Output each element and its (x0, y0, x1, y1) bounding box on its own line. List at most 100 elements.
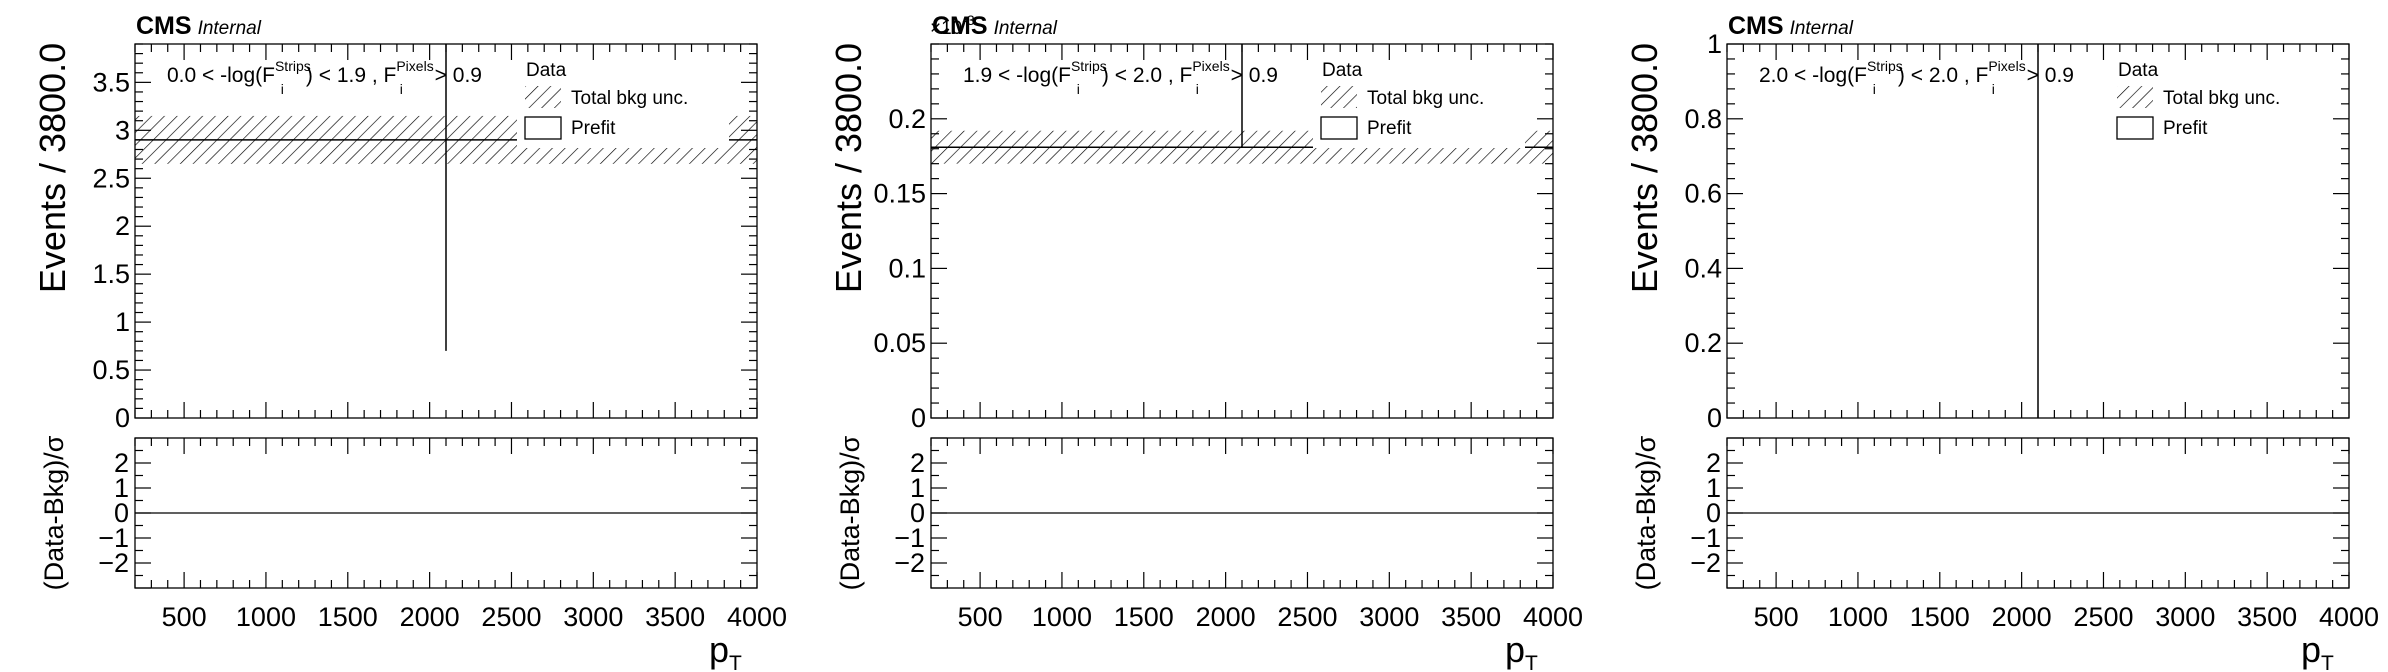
x-tick-label: 2500 (481, 602, 541, 632)
x-axis-title: pT (2301, 629, 2334, 672)
selection-label: 0.0 < -log(FStrips i) < 1.9 , FPixels i > … (167, 58, 482, 97)
selection-middle: ) < 1.9 , F (306, 64, 396, 87)
selection-prefix: 1.9 < -log(F (963, 64, 1071, 87)
x-axis-title-main: p (709, 629, 729, 670)
x-tick-label: 2000 (400, 602, 460, 632)
x-axis-title: pT (709, 629, 742, 672)
y-tick-label: 0.6 (1684, 179, 1722, 209)
selection-sup-pixels: Pixels (1192, 58, 1229, 74)
x-tick-label: 3000 (1359, 602, 1419, 632)
selection-middle: ) < 2.0 , F (1102, 64, 1192, 87)
ratio-y-tick-label: 1 (114, 473, 129, 503)
ratio-y-tick-label: 2 (910, 448, 925, 478)
y-exponent-base: ×10 (930, 18, 962, 39)
legend-unc-swatch (525, 86, 561, 108)
selection-sub-i-2: i (400, 81, 403, 97)
y-axis-title: Events / 3800.0 (1624, 43, 1665, 293)
y-tick-label: 0.1 (888, 253, 926, 283)
y-tick-label: 0.05 (873, 328, 926, 358)
selection-sup-strips: Strips (1071, 58, 1107, 74)
x-tick-label: 4000 (2319, 602, 2379, 632)
y-tick-label: 0 (115, 403, 130, 433)
selection-sub-i: i (281, 81, 284, 97)
y-tick-label: 1 (115, 307, 130, 337)
ratio-y-tick-label: −1 (894, 523, 925, 553)
ratio-y-tick-label: 0 (910, 498, 925, 528)
y-tick-label: 0.5 (92, 355, 130, 385)
x-tick-label: 500 (162, 602, 207, 632)
ratio-y-tick-label: 0 (1706, 498, 1721, 528)
ratio-y-tick-label: −2 (1690, 548, 1721, 578)
selection-suffix: > 0.9 (429, 64, 482, 87)
ratio-y-tick-label: 1 (910, 473, 925, 503)
experiment-label: CMS Internal (932, 12, 1058, 40)
ratio-y-axis-title: (Data-Bkg)/σ (1631, 435, 1661, 590)
selection-label: 1.9 < -log(FStrips i) < 2.0 , FPixels i > … (963, 58, 1278, 97)
legend-unc-swatch (2117, 86, 2153, 108)
x-axis-title-sub: T (729, 652, 742, 672)
selection-prefix: 0.0 < -log(F (167, 64, 275, 87)
y-tick-label: 1.5 (92, 259, 130, 289)
x-tick-label: 1500 (1910, 602, 1970, 632)
legend-data-label: Data (526, 60, 567, 81)
legend-data-label: Data (1322, 60, 1363, 81)
cms-label: CMS (136, 12, 192, 40)
selection-label: 2.0 < -log(FStrips i) < 2.0 , FPixels i > … (1759, 58, 2074, 97)
x-tick-label: 500 (958, 602, 1003, 632)
y-tick-label: 0.2 (888, 104, 926, 134)
ratio-y-tick-label: 2 (1706, 448, 1721, 478)
x-axis-title: pT (1505, 629, 1538, 672)
selection-prefix: 2.0 < -log(F (1759, 64, 1867, 87)
legend-prefit-label: Prefit (571, 118, 616, 139)
x-tick-label: 3500 (2237, 602, 2297, 632)
internal-label: Internal (1790, 18, 1854, 39)
legend-unc-label: Total bkg unc. (1367, 88, 1484, 109)
x-tick-label: 1500 (318, 602, 378, 632)
selection-sub-i-2: i (1196, 81, 1199, 97)
x-tick-label: 4000 (727, 602, 787, 632)
selection-suffix: > 0.9 (1225, 64, 1278, 87)
ratio-y-tick-label: −2 (98, 548, 129, 578)
ratio-y-tick-label: −1 (1690, 523, 1721, 553)
x-tick-label: 3000 (563, 602, 623, 632)
selection-sub-i: i (1873, 81, 1876, 97)
x-axis-title-sub: T (1525, 652, 1538, 672)
y-tick-label: 2.5 (92, 163, 130, 193)
y-axis-title: Events / 3800.0 (828, 43, 869, 293)
internal-label: Internal (198, 18, 262, 39)
x-tick-label: 1500 (1114, 602, 1174, 632)
legend-unc-label: Total bkg unc. (571, 88, 688, 109)
x-tick-label: 2500 (1277, 602, 1337, 632)
x-tick-label: 1000 (1032, 602, 1092, 632)
x-tick-label: 2500 (2073, 602, 2133, 632)
selection-sub-i-2: i (1992, 81, 1995, 97)
x-tick-label: 2000 (1196, 602, 1256, 632)
y-axis-title: Events / 3800.0 (32, 43, 73, 293)
ratio-y-axis-title: (Data-Bkg)/σ (39, 435, 69, 590)
ratio-y-axis-title: (Data-Bkg)/σ (835, 435, 865, 590)
ratio-y-tick-label: 0 (114, 498, 129, 528)
ratio-y-tick-label: −1 (98, 523, 129, 553)
x-tick-label: 3000 (2155, 602, 2215, 632)
y-tick-label: 3.5 (92, 67, 130, 97)
internal-label: Internal (994, 18, 1058, 39)
selection-sup-pixels: Pixels (1988, 58, 2025, 74)
x-axis-title-main: p (1505, 629, 1525, 670)
y-tick-label: 0 (1707, 403, 1722, 433)
cms-label: CMS (932, 12, 988, 40)
selection-suffix: > 0.9 (2021, 64, 2074, 87)
y-exponent-power: -3 (962, 12, 975, 28)
x-axis-title-main: p (2301, 629, 2321, 670)
x-tick-label: 3500 (645, 602, 705, 632)
y-tick-label: 2 (115, 211, 130, 241)
x-axis-title-sub: T (2321, 652, 2334, 672)
selection-sup-strips: Strips (275, 58, 311, 74)
y-exponent-label: ×10-3 (930, 12, 975, 39)
experiment-label: CMS Internal (136, 12, 262, 40)
legend-data-label: Data (2118, 60, 2159, 81)
